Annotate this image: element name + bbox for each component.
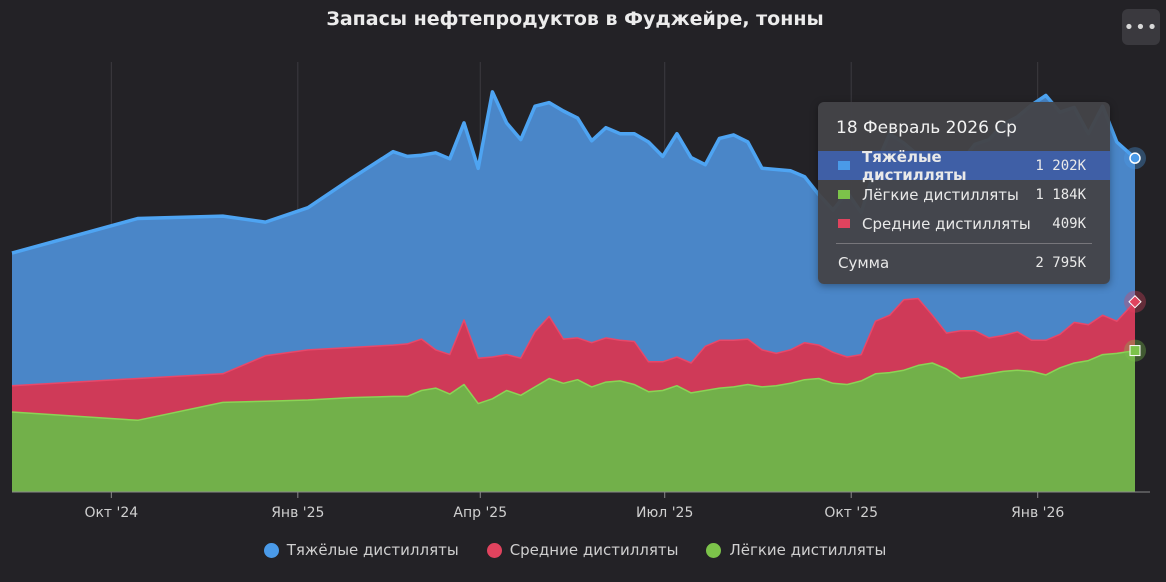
area-0 [12, 350, 1135, 492]
series-line-1 [11, 297, 1136, 387]
series-line-0 [11, 349, 1136, 422]
tooltip-row-light: Лёгкие дистилляты 1 184K [818, 180, 1110, 209]
x-tick-label: Янв '26 [1011, 505, 1064, 521]
marker-middle [1128, 295, 1142, 309]
tooltip-sum-row: Сумма 2 795K [818, 250, 1110, 276]
x-tick-label: Янв '25 [271, 505, 324, 521]
tooltip-row-label: Средние дистилляты [862, 214, 1031, 233]
tooltip-swatch [838, 190, 850, 199]
legend-item-heavy[interactable]: Тяжёлые дистилляты [263, 541, 459, 559]
tooltip-row-heavy: Тяжёлые дистилляты 1 202K [818, 148, 1110, 184]
more-icon: ••• [1123, 16, 1159, 38]
legend-label: Тяжёлые дистилляты [286, 541, 459, 559]
legend-dot [263, 542, 279, 558]
tooltip-row-label: Лёгкие дистилляты [862, 185, 1019, 204]
x-tick-label: Апр '25 [453, 505, 507, 521]
tooltip-swatch [838, 219, 850, 228]
area-2 [12, 91, 1135, 386]
chart-title: Запасы нефтепродуктов в Фуджейре, тонны [326, 8, 824, 30]
legend: Тяжёлые дистилляты Средние дистилляты Лё… [0, 541, 1150, 559]
tooltip-date: 18 Февраль 2026 Ср [836, 118, 1017, 138]
legend-label: Средние дистилляты [509, 541, 679, 559]
tooltip-row-value: 1 202K [1035, 157, 1086, 174]
tooltip: 18 Февраль 2026 Ср Тяжёлые дистилляты 1 … [818, 102, 1110, 284]
tooltip-swatch [838, 161, 850, 170]
x-axis-ticks: Окт '24 Янв '25 Апр '25 Июл '25 Окт '25 Янв '… [84, 492, 1064, 521]
tooltip-sum-value: 2 795K [1035, 255, 1086, 271]
hover-markers [1124, 147, 1146, 362]
x-tick-label: Июл '25 [636, 505, 693, 521]
chart-menu-button[interactable]: ••• [1122, 9, 1160, 45]
legend-item-light[interactable]: Лёгкие дистилляты [706, 541, 886, 559]
tooltip-row-label: Тяжёлые дистилляты [862, 147, 967, 184]
legend-item-middle[interactable]: Средние дистилляты [486, 541, 679, 559]
x-tick-label: Окт '24 [84, 505, 138, 521]
chart-plot[interactable]: Окт '24 Янв '25 Апр '25 Июл '25 Окт '25 Янв '… [0, 0, 1166, 530]
x-tick-label: Окт '25 [824, 505, 878, 521]
area-1 [12, 298, 1135, 421]
legend-label: Лёгкие дистилляты [729, 541, 887, 559]
tooltip-row-middle: Средние дистилляты 409K [818, 209, 1110, 238]
area-layer [12, 91, 1135, 492]
tooltip-row-value: 1 184K [1035, 186, 1086, 203]
tooltip-row-value: 409K [1052, 215, 1086, 232]
marker-heavy [1129, 152, 1141, 164]
legend-dot [486, 542, 502, 558]
marker-light [1129, 345, 1141, 357]
tooltip-sum-label: Сумма [838, 254, 890, 272]
legend-dot [706, 542, 722, 558]
tooltip-separator [836, 243, 1092, 244]
